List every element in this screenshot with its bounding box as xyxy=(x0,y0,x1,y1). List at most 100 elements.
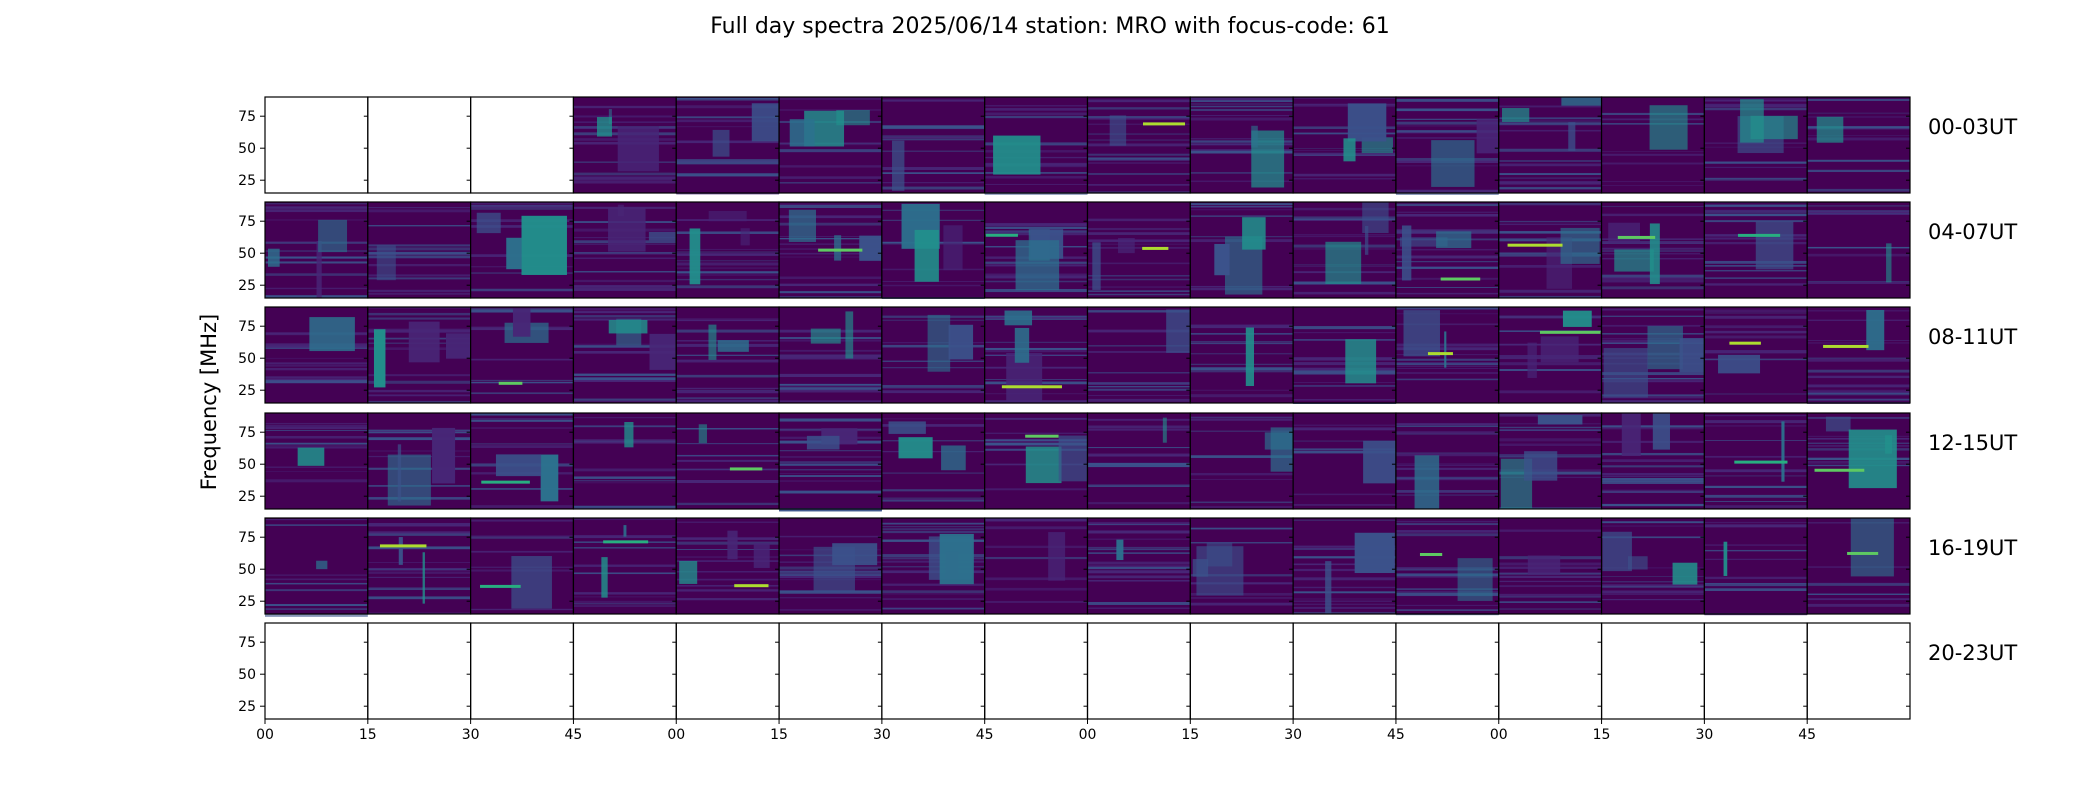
spectrum-panel xyxy=(1498,412,1603,510)
spectrum-panel xyxy=(1086,622,1191,720)
spectrum-panel xyxy=(1395,412,1500,510)
y-tick-label: 50 xyxy=(238,667,256,683)
spectrum-panel xyxy=(1395,306,1500,404)
panel-row-04-07UT: 25 50 75 04-07UT xyxy=(238,201,2017,299)
spectrum-panel xyxy=(1395,622,1500,720)
spectrum-panel xyxy=(572,517,677,615)
spectrum-panel xyxy=(1703,306,1808,404)
spectrum-panel xyxy=(1189,306,1294,404)
spectrum-panel xyxy=(1395,96,1500,195)
spectrum-panel xyxy=(675,622,780,720)
y-tick-label: 25 xyxy=(238,699,256,715)
spectrum-panel xyxy=(1292,306,1397,404)
spectrum-panel xyxy=(984,517,1089,615)
spectrum-panel xyxy=(470,96,575,194)
x-tick-label: 30 xyxy=(1695,727,1713,743)
spectrum-panel xyxy=(572,306,677,404)
spectrum-panel xyxy=(1086,201,1191,299)
x-tick-label: 15 xyxy=(359,727,377,743)
y-tick-label: 75 xyxy=(238,214,256,230)
x-axis-ticks: 00 15 30 45 00 15 30 45 00 15 30 45 00 15 30 45 xyxy=(256,719,1816,743)
x-tick-label: 00 xyxy=(256,727,274,743)
spectrum-panel xyxy=(1086,517,1191,615)
spectrum-panel xyxy=(984,96,1089,195)
spectrum-panel xyxy=(470,622,575,720)
y-tick-label: 50 xyxy=(238,457,256,473)
spectrum-panel xyxy=(675,96,780,195)
spectrum-panel xyxy=(264,622,369,720)
spectrum-panel xyxy=(1189,517,1294,615)
y-tick-label: 25 xyxy=(238,489,256,505)
spectrum-panel xyxy=(264,306,369,404)
spectrum-panel xyxy=(1498,517,1603,615)
spectrum-panel xyxy=(881,412,986,510)
spectrum-panel xyxy=(778,517,883,615)
y-tick-label: 25 xyxy=(238,278,256,294)
spectrum-panel xyxy=(264,201,369,299)
spectrum-panel xyxy=(778,412,883,512)
spectrum-panel xyxy=(1600,306,1705,404)
spectrum-panel xyxy=(470,306,575,404)
y-axis-label: Frequency [MHz] xyxy=(197,314,221,490)
x-tick-label: 45 xyxy=(1387,727,1405,743)
y-tick-label: 50 xyxy=(238,246,256,262)
spectrum-panel xyxy=(367,517,472,615)
spectrum-panel xyxy=(1395,517,1500,616)
spectrum-panel xyxy=(1806,412,1911,510)
spectrum-panel xyxy=(1806,622,1911,720)
y-tick-label: 75 xyxy=(238,425,256,441)
spectrum-panel xyxy=(1292,201,1397,299)
spectrum-panel xyxy=(1395,201,1500,299)
x-tick-label: 45 xyxy=(1798,727,1816,743)
spectrum-panel xyxy=(367,622,472,720)
spectrum-panel xyxy=(675,517,780,615)
y-tick-label: 75 xyxy=(238,109,256,125)
spectrum-panel xyxy=(1292,622,1397,720)
row-label: 16-19UT xyxy=(1928,536,2017,560)
spectrum-panel xyxy=(367,96,472,194)
spectrum-panel xyxy=(1600,201,1705,299)
panel-row-12-15UT: 25 50 75 12-15UT xyxy=(238,412,2017,512)
spectrum-panel xyxy=(1703,96,1808,194)
spectrum-panel xyxy=(470,412,575,510)
panel-row-20-23UT: 25 50 75 20-23UT xyxy=(238,622,2017,720)
spectrum-panel xyxy=(1703,201,1808,299)
row-label: 12-15UT xyxy=(1928,431,2017,455)
spectrum-panel xyxy=(572,201,677,299)
spectrum-panel xyxy=(1086,306,1191,404)
spectrum-panel xyxy=(1086,96,1191,194)
y-tick-label: 75 xyxy=(238,319,256,335)
spectrum-panel xyxy=(1600,96,1705,194)
x-tick-label: 45 xyxy=(565,727,583,743)
spectrum-panel xyxy=(984,201,1089,299)
spectrum-panel xyxy=(778,306,883,404)
spectrum-panel xyxy=(1806,517,1911,615)
x-tick-label: 00 xyxy=(667,727,685,743)
spectrum-panel xyxy=(1189,622,1294,720)
spectrum-panel xyxy=(1292,412,1397,510)
y-tick-label: 50 xyxy=(238,562,256,578)
y-tick-label: 50 xyxy=(238,351,256,367)
spectrum-panel xyxy=(1498,306,1603,404)
spectrum-panel xyxy=(1498,201,1603,299)
row-label: 00-03UT xyxy=(1928,115,2017,139)
spectrum-panel xyxy=(675,412,780,510)
spectrum-panel xyxy=(1189,96,1294,194)
spectrum-panel xyxy=(264,412,369,510)
spectrum-panel xyxy=(1292,517,1397,615)
chart-title: Full day spectra 2025/06/14 station: MRO… xyxy=(710,14,1390,39)
spectrum-panel xyxy=(1806,201,1911,299)
row-label: 04-07UT xyxy=(1928,220,2017,244)
panel-row-08-11UT: 25 50 75 08-11UT xyxy=(238,306,2017,404)
y-tick-label: 25 xyxy=(238,383,256,399)
spectrum-panel xyxy=(1189,201,1294,299)
spectrum-panel xyxy=(1086,412,1191,510)
spectrum-panel xyxy=(367,306,472,404)
spectrum-panel xyxy=(572,412,677,510)
spectrum-panel xyxy=(1600,412,1705,510)
x-tick-label: 30 xyxy=(462,727,480,743)
y-tick-label: 75 xyxy=(238,635,256,651)
panel-row-00-03UT: 25 50 75 00-03UT xyxy=(238,96,2017,195)
x-tick-label: 30 xyxy=(1284,727,1302,743)
